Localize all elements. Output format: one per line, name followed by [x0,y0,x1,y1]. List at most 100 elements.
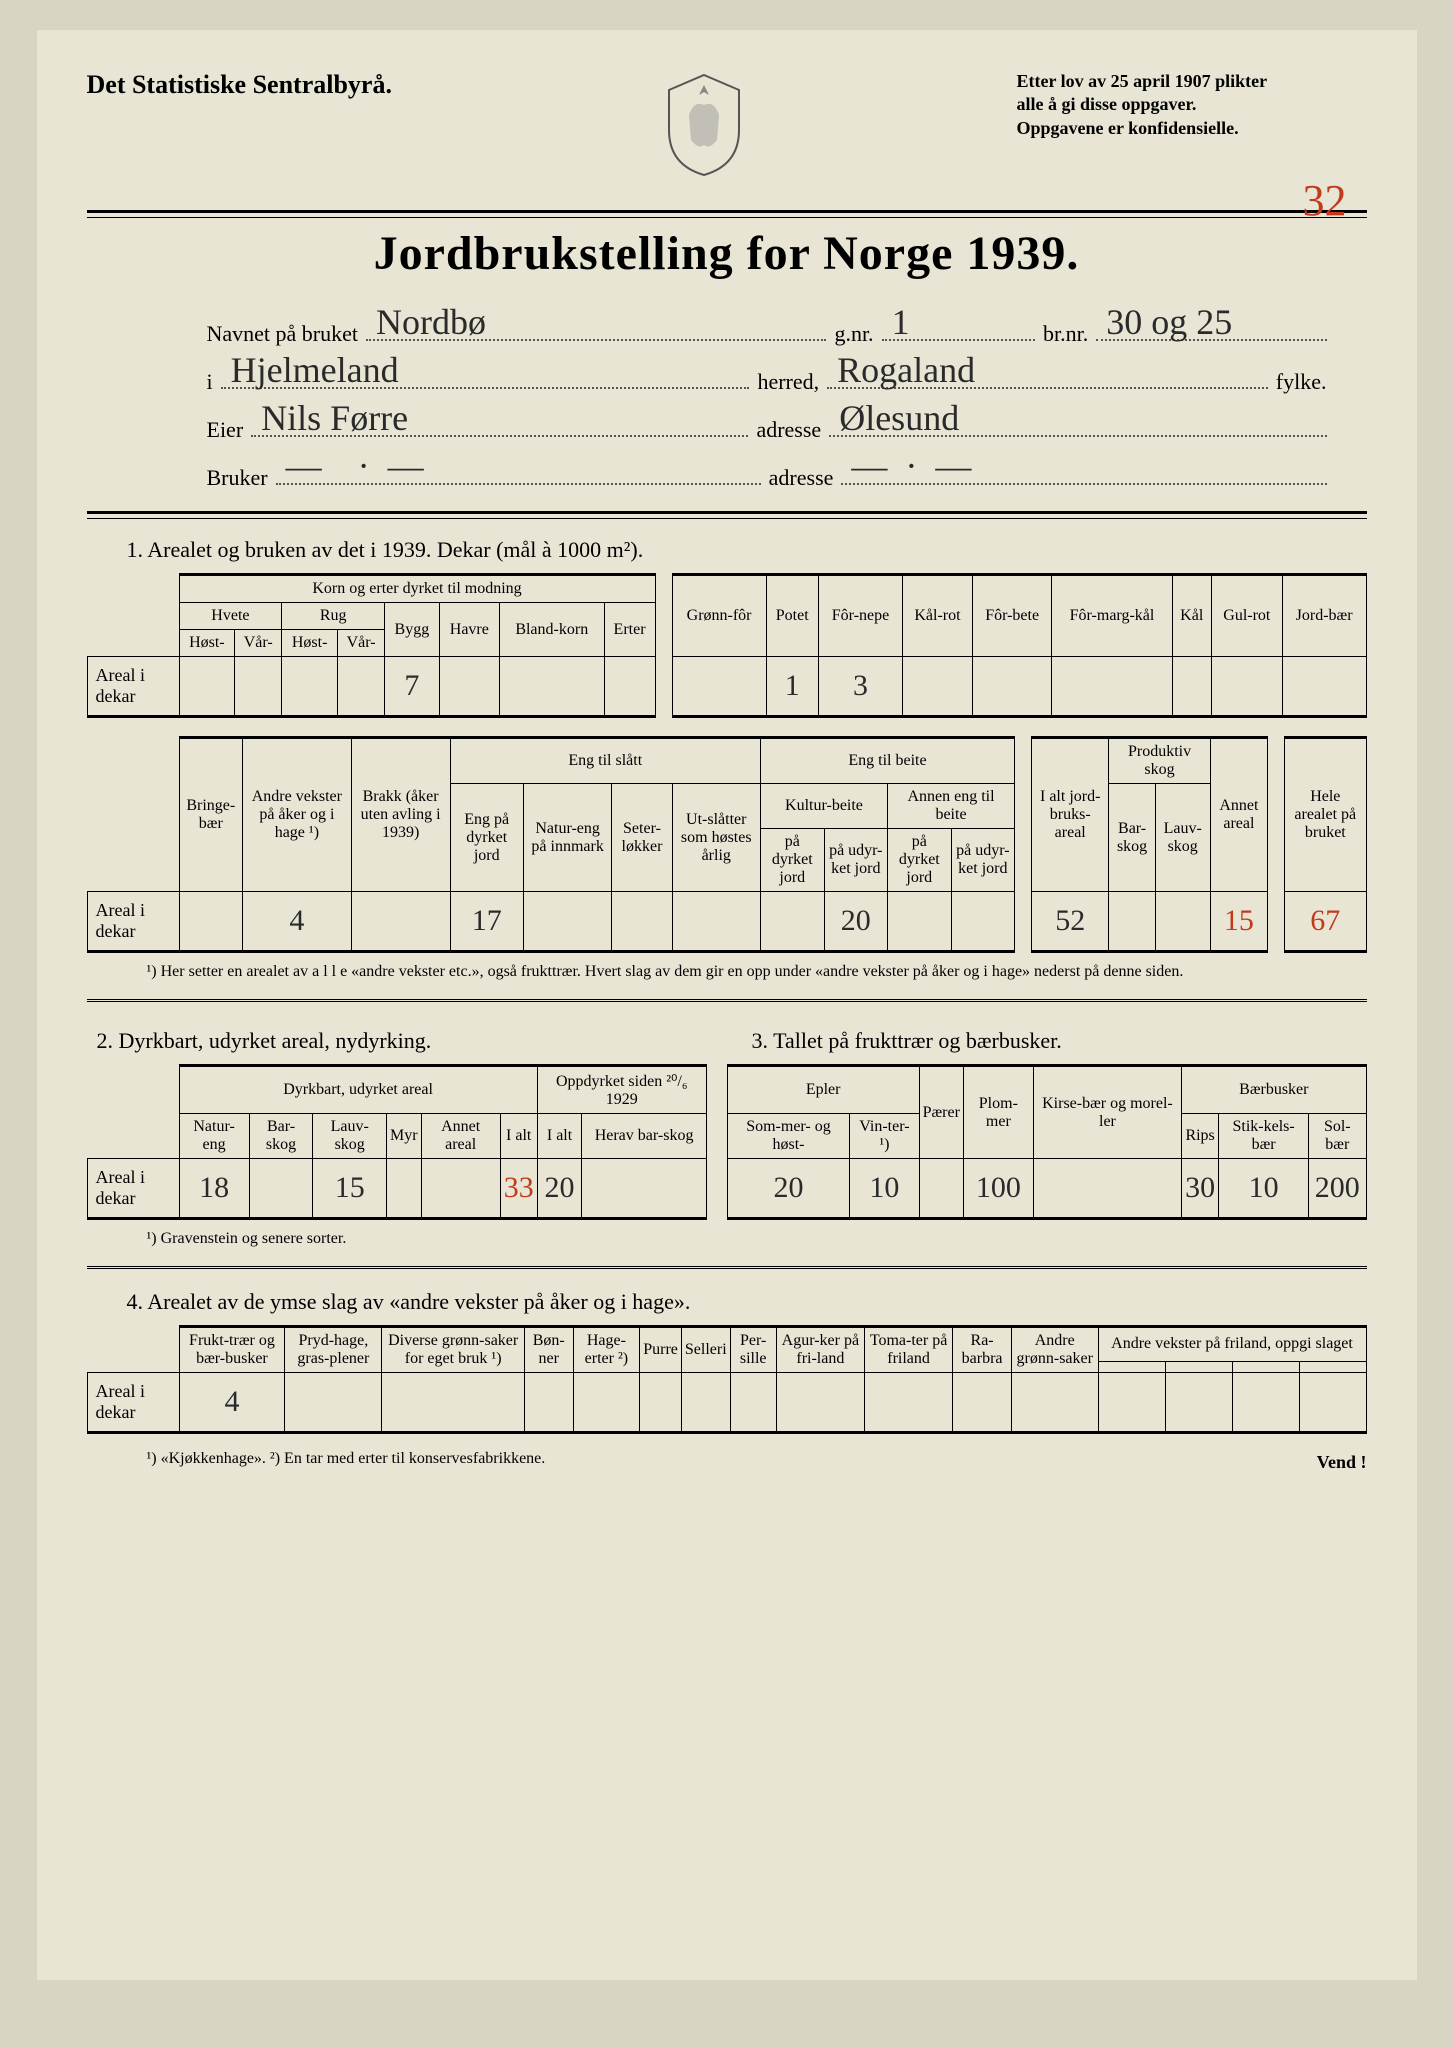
val-vinter: 10 [850,1159,919,1219]
val-natureng2: 18 [179,1159,249,1219]
val-kultur-udyr: 20 [824,892,887,952]
col-havre: Havre [439,603,499,657]
col-andre-friland: Andre vekster på friland, oppgi slaget [1098,1327,1366,1362]
col-purre: Purre [640,1327,682,1373]
col-ialt-2b: I alt [537,1114,582,1159]
footnote-1: ¹) Her setter en arealet av a l l e «and… [147,963,1367,981]
national-crest-icon [659,70,749,180]
col-forbete: Fôr-bete [972,575,1052,657]
footnote-3: ¹) Gravenstein og senere sorter. [147,1230,1367,1248]
col-lauvskog2: Lauv-skog [313,1114,387,1159]
val-andre-vekster: 4 [243,892,351,952]
col-kal: Kål [1172,575,1211,657]
i-label: i [207,369,213,395]
section3-heading: 3. Tallet på frukttrær og bærbusker. [752,1028,1367,1054]
col-barskog: Bar-skog [1109,784,1155,892]
main-title: Jordbrukstelling for Norge 1939. [87,226,1367,281]
census-form-page: Det Statistiske Sentralbyrå. Etter lov a… [37,30,1417,1980]
table-1b: Bringe-bær Andre vekster på åker og i ha… [87,736,1367,953]
col-baerbusker: Bærbusker [1182,1066,1366,1114]
section2-heading: 2. Dyrkbart, udyrket areal, nydyrking. [97,1028,712,1054]
col-eng-slatt: Eng til slått [450,738,760,784]
adresse2-label: adresse [769,465,834,491]
col-brakk: Brakk (åker uten avling i 1939) [351,738,450,892]
col-prydhage: Pryd-hage, gras-plener [285,1327,382,1373]
col-solbaer: Sol-bær [1309,1114,1366,1159]
i-value: Hjelmeland [231,349,399,391]
val-annet-areal: 15 [1210,892,1267,952]
table-1a: Korn og erter dyrket til modning Grønn-f… [87,573,1367,718]
adresse-value: Ølesund [839,397,959,439]
col-annen-beite: Annen eng til beite [887,784,1014,829]
col-herav: Herav bar-skog [582,1114,706,1159]
val-bygg: 7 [385,657,440,717]
col-formargkal: Fôr-marg-kål [1052,575,1172,657]
col-stikkels: Stik-kels-bær [1219,1114,1309,1159]
col-bonner: Bøn-ner [524,1327,573,1373]
col-diverse: Diverse grønn-saker for eget bruk ¹) [382,1327,525,1373]
table-4: Frukt-trær og bær-busker Pryd-hage, gras… [87,1325,1367,1434]
col-annet2: Annet areal [421,1114,500,1159]
col-vinter: Vin-ter- ¹) [850,1114,919,1159]
col-potet: Potet [766,575,818,657]
legal-note: Etter lov av 25 april 1907 plikter alle … [1016,70,1366,140]
col-rug: Rug [282,603,385,630]
fylke-label: fylke. [1276,369,1327,395]
val-stikkels: 10 [1219,1159,1309,1219]
col-rips: Rips [1182,1114,1219,1159]
bruker-value: — · — [286,445,424,487]
col-plommer: Plom-mer [963,1066,1033,1159]
col-hvete-var: Vår- [235,630,282,657]
col-erter: Erter [604,603,655,657]
section4-heading: 4. Arealet av de ymse slag av «andre vek… [127,1289,1367,1315]
col-kirse: Kirse-bær og morel-ler [1033,1066,1181,1159]
col-rug-host: Høst- [282,630,338,657]
col-gulrot: Gul-rot [1211,575,1282,657]
org-name: Det Statistiske Sentralbyrå. [87,70,392,100]
col-prod-skog: Produktiv skog [1109,738,1210,784]
col-selleri: Selleri [681,1327,730,1373]
col-hageerter: Hage-erter ²) [573,1327,640,1373]
page-number-annotation: 32 [1303,175,1347,226]
title-rule-top [87,210,1367,218]
herred-label: herred, [757,369,819,395]
val-fornepe: 3 [818,657,902,717]
bruker-label: Bruker [207,465,268,491]
header-row: Det Statistiske Sentralbyrå. Etter lov a… [87,70,1367,180]
val-sommer: 20 [727,1159,850,1219]
col-ialt-2: I alt [500,1114,537,1159]
rowlabel-1b: Areal i dekar [87,892,179,952]
eier-label: Eier [207,417,244,443]
col-natureng-inn: Natur-eng på innmark [523,784,612,892]
adresse2-value: — · — [851,445,971,487]
col-blandkorn: Bland-korn [499,603,604,657]
col-kalrot: Kål-rot [903,575,973,657]
col-andre-gronn: Andre grønn-saker [1011,1327,1098,1373]
col-epler: Epler [727,1066,919,1114]
korn-group: Korn og erter dyrket til modning [179,575,655,603]
brnr-label: br.nr. [1043,321,1088,347]
col-hvete-host: Høst- [179,630,235,657]
brnr-value: 30 og 25 [1106,301,1232,343]
col-agurker: Agur-ker på fri-land [776,1327,864,1373]
val-ialt-2: 33 [500,1159,537,1219]
val-eng-dyrket: 17 [450,892,523,952]
eier-value: Nils Førre [261,397,408,439]
rowlabel-4: Areal i dekar [87,1373,179,1433]
val-hele: 67 [1285,892,1366,952]
col-andre-vekster: Andre vekster på åker og i hage ¹) [243,738,351,892]
vend-note: Vend ! [1317,1452,1367,1473]
val-frukttraer: 4 [179,1373,285,1433]
section1-heading: 1. Arealet og bruken av det i 1939. Deka… [127,537,1367,563]
col-persille: Per-sille [730,1327,776,1373]
col-paerer: Pærer [919,1066,963,1159]
legal-line-3: Oppgavene er konfidensielle. [1016,117,1366,140]
val-plommer: 100 [963,1159,1033,1219]
col-kb-udyrket: på udyr-ket jord [824,829,887,892]
val-rips: 30 [1182,1159,1219,1219]
col-frukttraer: Frukt-trær og bær-busker [179,1327,285,1373]
col-lauvskog: Lauv-skog [1155,784,1210,892]
col-hvete: Hvete [179,603,282,630]
adresse-label: adresse [756,417,821,443]
col-oppdyrket: Oppdyrket siden ²⁰/₆ 1929 [537,1066,706,1114]
